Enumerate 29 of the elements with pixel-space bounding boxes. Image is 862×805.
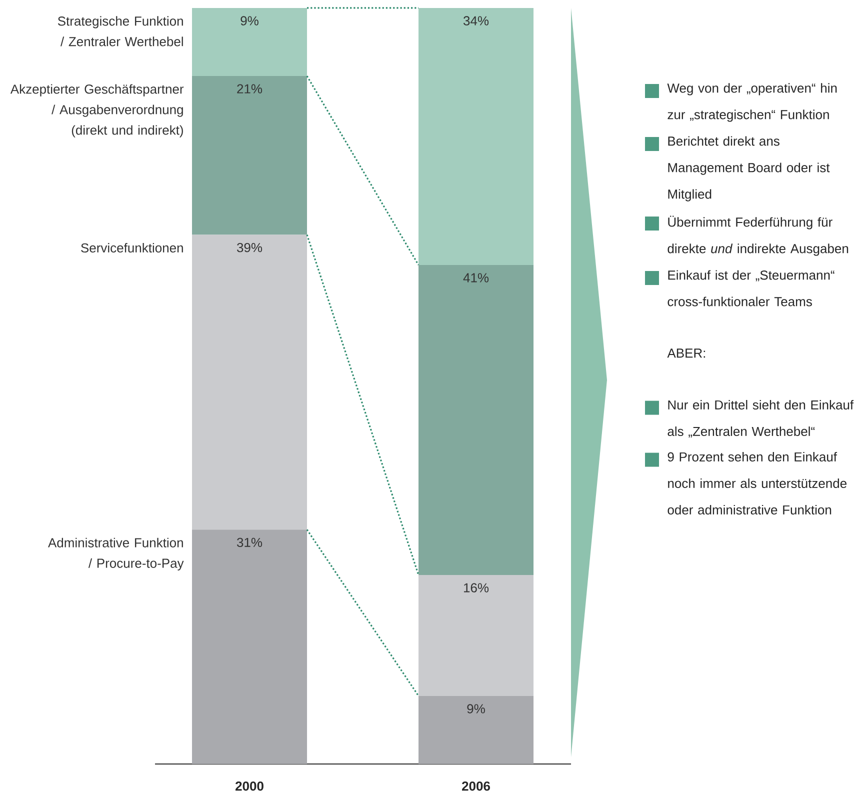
data-label: 9% [240,16,258,26]
bar [192,530,308,764]
data-label: 39% [237,242,262,252]
x-tick-label: 2006 [462,782,490,791]
text: ABER: [667,348,706,358]
data-label: 9% [467,704,485,714]
bar [418,8,534,266]
text: Nur ein Drittel sieht den Einkauf als „Zentralen Werthebel“ [668,400,854,438]
x-tick-label: 2000 [236,782,264,791]
series-label: Strategische Funktion / Zentraler Werthebel [58,16,183,46]
data-label: 31% [237,538,262,548]
bar [192,76,308,235]
series-label: Servicefunktionen [81,242,183,253]
data-label: 16% [464,583,489,592]
data-label: 21% [237,84,262,94]
series-label: Akzeptierter Geschäftspartner / Ausgabenverordnung (direkt und indirekt) [10,84,184,138]
bar [418,696,534,764]
text: Einkauf ist der „Steuermann“ cross-funktionaler Teams [668,270,834,306]
data-label: 41% [463,273,489,282]
bar [192,8,308,76]
series-label: Administrative Funktion / Procure-to-Pay [48,538,184,570]
data-label: 34% [464,16,489,26]
text: Berichtet direkt ans Management Board oder ist Mitglied [668,136,830,202]
bar [418,265,534,575]
bar [418,574,534,696]
text: Weg von der „operativen“ hin zur „strategischen“ Funktion [667,83,837,122]
text: Übernimmt Federführung für direkte und indirekte Ausgaben [668,216,848,256]
bar [192,234,308,530]
text: 9 Prozent sehen den Einkauf noch immer als unterstützende oder administrative Funktion [668,452,847,515]
